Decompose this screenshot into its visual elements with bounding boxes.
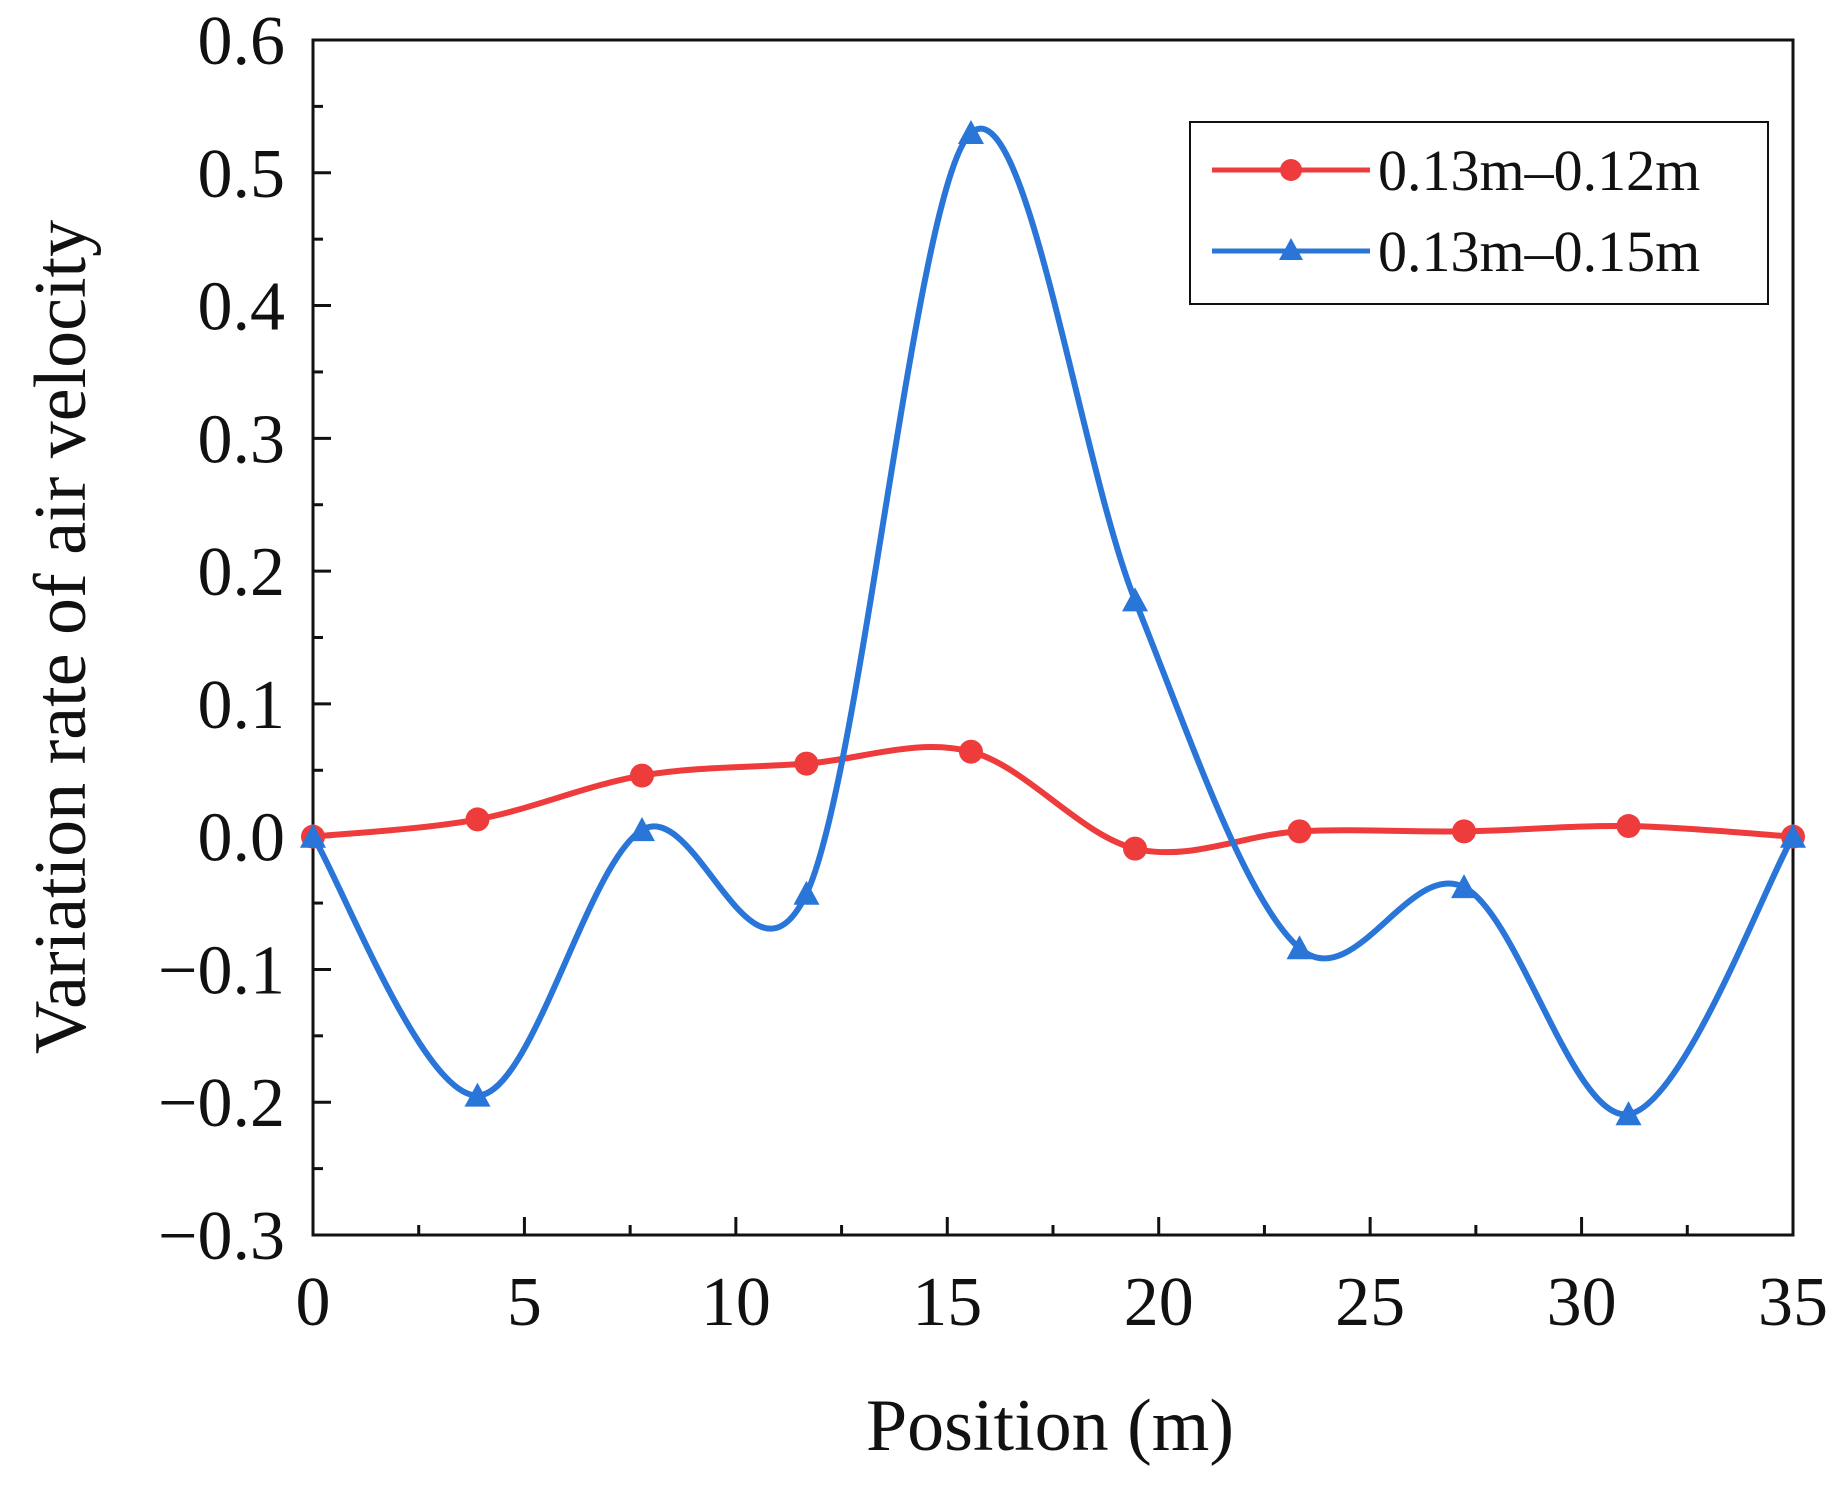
x-tick-label: 30 (1547, 1264, 1617, 1341)
y-tick-label: −0.3 (158, 1198, 285, 1275)
y-tick-label: 0.4 (198, 269, 286, 346)
legend: 0.13m–0.12m 0.13m–0.15m (1189, 121, 1769, 305)
x-tick-label: 15 (912, 1264, 982, 1341)
data-point-series-1 (958, 739, 983, 764)
data-point-series-1 (1452, 819, 1477, 844)
data-point-series-2 (1122, 587, 1149, 612)
x-tick-label: 10 (701, 1264, 771, 1341)
data-point-series-2 (793, 880, 820, 905)
y-axis-title: Variation rate of air velocity (20, 220, 102, 1054)
data-point-series-2 (957, 119, 984, 144)
data-point-series-1 (1287, 819, 1312, 844)
x-axis-title: Position (m) (866, 1385, 1234, 1467)
legend-marker-series-2 (1279, 238, 1303, 260)
y-tick-label: −0.2 (158, 1065, 285, 1142)
legend-label-series-1: 0.13m–0.12m (1378, 138, 1700, 203)
x-tick-label: 35 (1758, 1264, 1828, 1341)
y-tick-label: 0.5 (198, 136, 286, 213)
data-point-series-1 (629, 763, 654, 788)
series-line-2 (310, 126, 1796, 1118)
plot-frame (311, 38, 1795, 1237)
x-tick-label: 0 (296, 1264, 331, 1341)
x-tick-label: 5 (507, 1264, 542, 1341)
data-point-series-2 (1451, 874, 1478, 899)
y-tick-label: 0.2 (198, 534, 286, 611)
y-tick-label: 0.1 (198, 667, 286, 744)
data-point-series-2 (1615, 1101, 1642, 1126)
legend-box (1189, 121, 1769, 305)
legend-marker-series-1 (1280, 159, 1302, 181)
x-tick-label: 25 (1335, 1264, 1405, 1341)
data-point-series-2 (1286, 935, 1313, 960)
data-point-series-2 (464, 1082, 491, 1107)
y-tick-label: 0.0 (198, 800, 286, 877)
series-line-1 (310, 744, 1796, 856)
x-tick-label: 20 (1124, 1264, 1194, 1341)
data-point-series-1 (465, 807, 490, 832)
data-point-series-2 (300, 823, 326, 848)
data-point-series-1 (1123, 836, 1148, 861)
y-tick-label: 0.6 (198, 3, 286, 80)
data-point-series-2 (1780, 823, 1806, 848)
y-tick-label: 0.3 (198, 401, 286, 478)
data-point-series-1 (1616, 814, 1641, 839)
data-point-series-1 (794, 751, 819, 776)
data-point-series-2 (628, 817, 655, 842)
legend-label-series-2: 0.13m–0.15m (1378, 219, 1700, 284)
y-tick-label: −0.1 (158, 932, 285, 1009)
